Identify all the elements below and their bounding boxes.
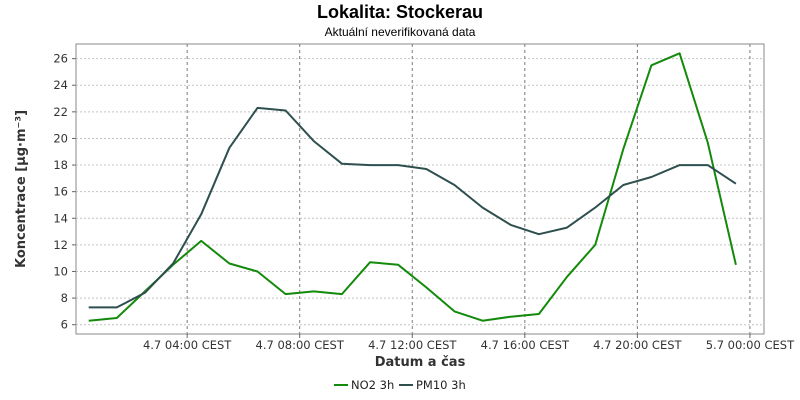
y-tick-label: 12 — [53, 238, 68, 252]
series-line-no2-3h — [88, 52, 737, 322]
y-tick-label: 22 — [53, 105, 68, 119]
y-tick-label: 24 — [53, 78, 68, 92]
x-tick-label: 4.7 12:00 CEST — [368, 338, 457, 352]
y-tick-label: 6 — [61, 318, 68, 332]
x-tick-label: 4.7 16:00 CEST — [481, 338, 570, 352]
grid-lines — [76, 44, 764, 334]
y-tick-label: 10 — [53, 264, 68, 278]
x-tick-label: 4.7 08:00 CEST — [256, 338, 345, 352]
x-tick-label: 5.7 00:00 CEST — [706, 338, 795, 352]
y-tick-label: 26 — [53, 52, 68, 66]
x-axis-ticks: 4.7 04:00 CEST 4.7 08:00 CEST 4.7 12:00 CE… — [143, 334, 795, 352]
y-tick-label: 14 — [53, 211, 68, 225]
chart-subtitle: Aktuální neverifikovaná data — [325, 25, 476, 39]
series-line-pm10-3h — [88, 106, 737, 309]
y-tick-label: 8 — [61, 291, 68, 305]
plot-area — [75, 43, 765, 335]
series-lines — [88, 52, 737, 322]
y-axis-label: Koncentrace [µg·m⁻³] — [14, 110, 29, 268]
legend-label: NO2 3h — [351, 378, 394, 392]
x-tick-label: 4.7 04:00 CEST — [143, 338, 232, 352]
chart-title: Lokalita: Stockerau — [317, 2, 483, 22]
chart-legend: NO2 3h PM10 3h — [334, 378, 466, 392]
y-axis-ticks: 6 8 10 12 14 16 18 20 22 24 26 — [53, 52, 76, 332]
y-tick-label: 16 — [53, 185, 68, 199]
y-tick-label: 18 — [53, 158, 68, 172]
legend-label: PM10 3h — [416, 378, 466, 392]
x-axis-label: Datum a čas — [375, 355, 466, 370]
x-tick-label: 4.7 20:00 CEST — [593, 338, 682, 352]
y-tick-label: 20 — [53, 131, 68, 145]
